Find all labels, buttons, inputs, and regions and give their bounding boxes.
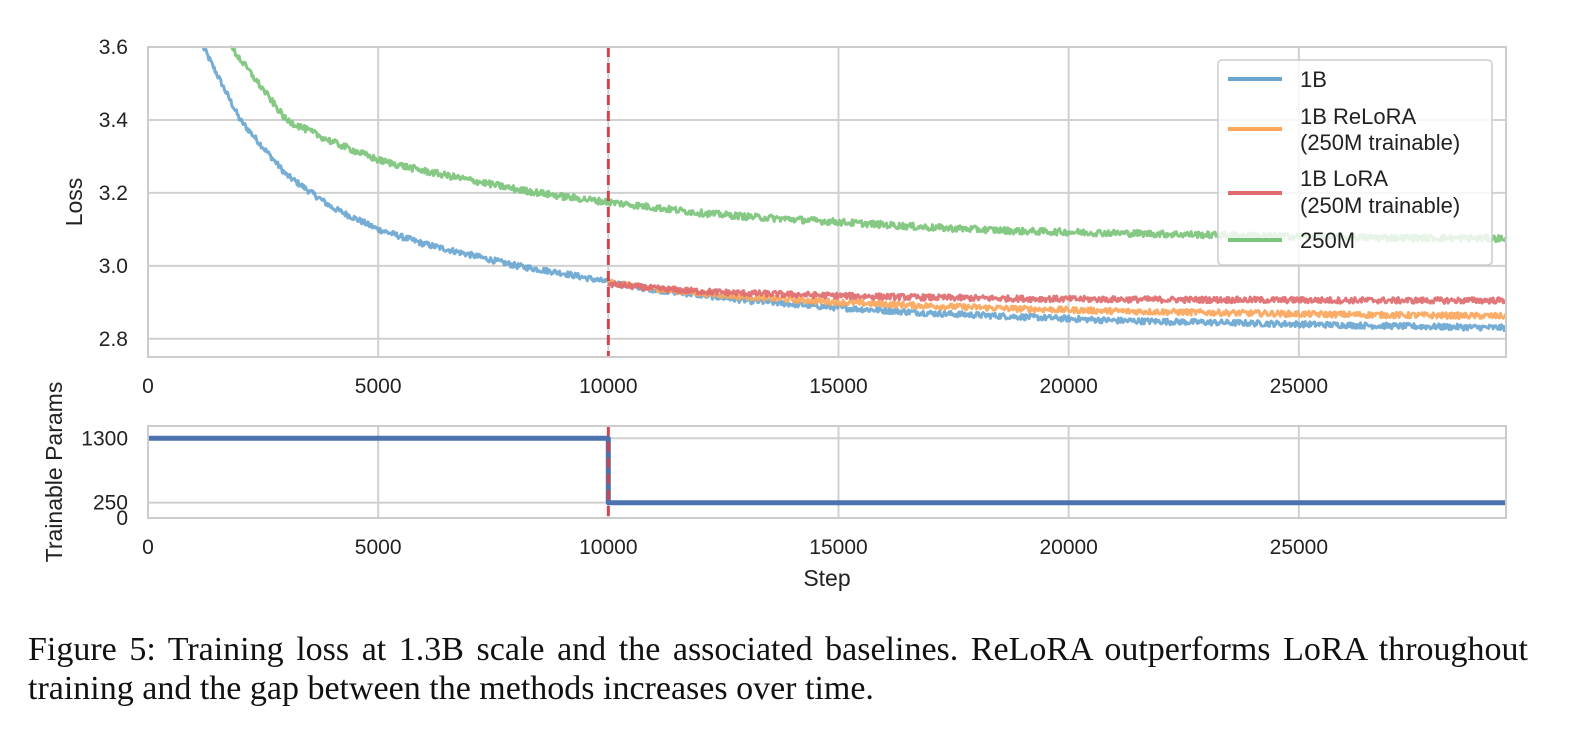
- bottom-chart-y-tick-label-0: 0: [116, 507, 128, 530]
- legend-label-1b-relora: 1B ReLoRA (250M trainable): [1300, 104, 1460, 155]
- bottom-chart-x-tick-label-10000: 10000: [579, 536, 637, 559]
- top-chart-x-tick-label-5000: 5000: [355, 375, 402, 398]
- top-chart-x-tick-label-10000: 10000: [579, 375, 637, 398]
- legend-label-1b-lora-line-1: 1B LoRA: [1300, 166, 1388, 191]
- bottom-chart-y-axis-label: Trainable Params: [41, 382, 67, 563]
- top-chart-plot-frame: [147, 46, 1507, 358]
- top-chart-series-line-1b-relora-250m-trainable: [606, 278, 1508, 321]
- legend-label-1b-relora-line-2: (250M trainable): [1300, 130, 1460, 155]
- bottom-chart-x-tick-label-25000: 25000: [1270, 536, 1328, 559]
- legend-label-250m: 250M: [1300, 228, 1355, 253]
- bottom-chart-y-tick-label-1300: 1300: [81, 427, 128, 450]
- legend-label-1b-relora-line-1: 1B ReLoRA: [1300, 104, 1417, 129]
- figure-caption: Figure 5: Training loss at 1.3B scale an…: [28, 631, 1528, 707]
- top-chart-tick-labels: 0 5000 10000 15000 20000 25000 2.8 3.0 3.2 3.4 3.6: [99, 36, 1328, 398]
- top-chart-y-axis-label: Loss: [61, 178, 87, 227]
- legend-label-1b-lora-line-2: (250M trainable): [1300, 193, 1460, 218]
- bottom-chart-plot-frame: [147, 425, 1507, 519]
- top-chart-x-tick-label-25000: 25000: [1270, 375, 1328, 398]
- legend-frame: [1217, 59, 1493, 266]
- top-chart-series-line-1b: [201, 46, 1508, 333]
- bottom-chart-x-tick-label-15000: 15000: [809, 536, 867, 559]
- top-chart-y-tick-label-3-2: 3.2: [99, 182, 128, 205]
- top-chart-series-line-1b-lora-250m-trainable: [606, 280, 1507, 305]
- top-chart-y-tick-label-3-0: 3.0: [99, 255, 128, 278]
- top-chart-x-tick-label-15000: 15000: [809, 375, 867, 398]
- top-chart-x-tick-label-20000: 20000: [1039, 375, 1097, 398]
- top-chart-y-tick-label-2-8: 2.8: [99, 328, 128, 351]
- bottom-chart-x-axis-label: Step: [803, 565, 850, 591]
- bottom-chart-series: [148, 435, 1506, 506]
- bottom-chart-y-tick-label-250: 250: [93, 492, 128, 515]
- legend: 1B 1B ReLoRA (250M trainable) 1B LoRA (2…: [1217, 59, 1493, 266]
- bottom-chart-x-tick-label-5000: 5000: [355, 536, 402, 559]
- bottom-chart-x-tick-label-0: 0: [142, 536, 154, 559]
- top-chart-y-tick-label-3-4: 3.4: [99, 109, 129, 132]
- legend-label-1b: 1B: [1300, 67, 1327, 92]
- top-chart-y-tick-label-3-6: 3.6: [99, 36, 128, 59]
- top-chart-x-tick-label-0: 0: [142, 375, 154, 398]
- bottom-chart-x-tick-label-20000: 20000: [1039, 536, 1097, 559]
- bottom-chart-series-line-trainable-params: [148, 435, 1506, 506]
- legend-label-1b-lora: 1B LoRA (250M trainable): [1300, 166, 1460, 218]
